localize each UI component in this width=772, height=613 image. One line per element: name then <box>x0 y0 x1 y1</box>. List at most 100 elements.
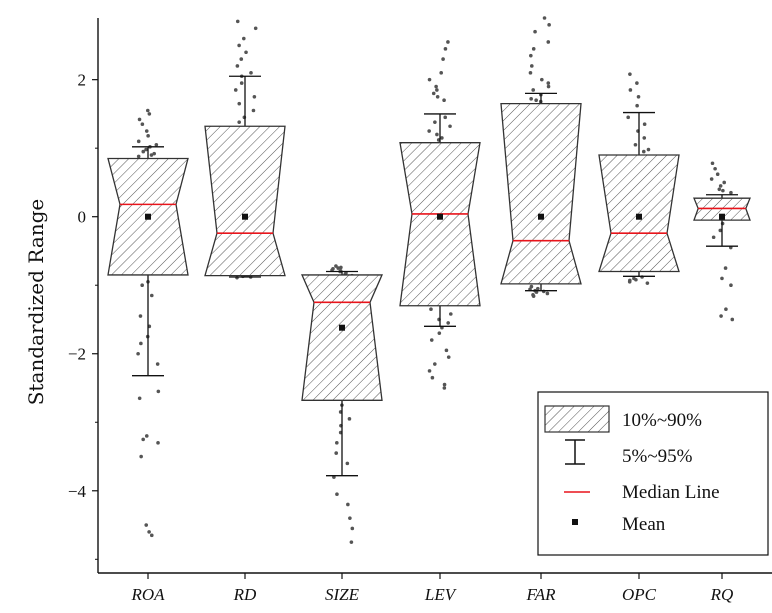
box-far <box>500 92 582 292</box>
data-point <box>335 492 339 497</box>
data-point <box>339 265 343 270</box>
data-point <box>146 134 150 138</box>
data-point <box>442 386 447 390</box>
category-labels: ROA RD SIZE LEV FAR OPC RQ <box>130 573 733 604</box>
data-point <box>147 530 151 534</box>
data-point <box>545 291 550 296</box>
data-point <box>251 108 256 113</box>
data-point <box>534 98 538 103</box>
data-point <box>145 108 150 113</box>
category-label: OPC <box>622 585 657 604</box>
data-point <box>429 338 434 342</box>
data-point <box>729 283 733 288</box>
data-point <box>136 154 141 159</box>
y-tick-label: 0 <box>78 208 87 227</box>
data-point <box>237 120 241 124</box>
data-point <box>149 533 154 538</box>
mean-marker <box>636 213 642 220</box>
data-point <box>152 151 156 156</box>
data-point <box>136 139 141 144</box>
data-point <box>144 147 148 152</box>
data-point <box>155 362 160 366</box>
data-point <box>347 417 352 421</box>
data-point <box>448 124 452 129</box>
data-point <box>723 266 728 270</box>
data-point <box>444 348 449 353</box>
data-point <box>529 284 534 289</box>
data-point <box>349 540 354 544</box>
y-tick-label: −2 <box>68 345 86 364</box>
data-point <box>427 129 431 133</box>
data-point <box>144 523 149 527</box>
data-point <box>139 341 143 346</box>
y-ticks: 2 0 −2 −4 <box>68 71 98 560</box>
boxes <box>107 75 751 477</box>
data-point <box>350 526 355 531</box>
data-point <box>137 396 142 401</box>
data-point <box>147 112 152 116</box>
data-point <box>542 16 547 20</box>
data-point <box>237 43 241 48</box>
data-point <box>730 317 735 322</box>
box-body <box>204 125 286 277</box>
data-point <box>140 283 144 288</box>
data-point <box>546 84 551 89</box>
data-point <box>442 98 446 103</box>
data-point <box>239 81 244 85</box>
legend-whisker-symbol <box>565 439 585 465</box>
data-point <box>430 375 435 380</box>
data-point <box>722 180 727 185</box>
data-point <box>721 188 725 193</box>
mean-marker <box>145 213 151 220</box>
data-point <box>334 451 339 455</box>
data-point <box>724 307 728 312</box>
data-point <box>719 314 723 318</box>
data-point <box>244 50 248 55</box>
data-point <box>435 94 440 99</box>
legend-mean-symbol <box>572 519 578 525</box>
data-point <box>435 88 439 92</box>
data-point <box>446 40 450 44</box>
legend-box-label: 10%~90% <box>622 410 702 431</box>
data-point <box>718 184 723 188</box>
mean-marker <box>339 324 345 331</box>
data-point <box>645 281 650 285</box>
data-point <box>531 294 536 298</box>
data-point <box>235 64 240 68</box>
data-point <box>709 177 714 181</box>
data-point <box>446 355 451 359</box>
box-rd <box>204 75 286 278</box>
data-point <box>628 278 632 283</box>
y-tick-label: 2 <box>78 71 87 90</box>
data-point <box>336 266 340 270</box>
data-point <box>433 362 437 366</box>
data-point <box>531 47 536 51</box>
y-axis-label: Standardized Range <box>24 199 48 406</box>
data-point <box>156 441 160 445</box>
data-point <box>633 142 638 147</box>
data-point <box>252 94 257 99</box>
data-point <box>628 88 633 92</box>
data-point <box>718 228 723 233</box>
legend-median-label: Median Line <box>622 482 720 503</box>
data-point <box>642 122 647 127</box>
legend-whisker-label: 5%~95% <box>622 446 693 467</box>
box-rq <box>693 194 751 247</box>
category-label: LEV <box>424 585 458 604</box>
data-point <box>635 103 639 108</box>
category-label: ROA <box>130 585 165 604</box>
data-point <box>249 71 253 75</box>
data-point <box>528 71 533 75</box>
category-label: RD <box>233 585 257 604</box>
data-point <box>136 351 140 356</box>
box-lev <box>399 113 481 327</box>
mean-marker <box>437 213 443 220</box>
box-body <box>399 142 481 307</box>
mean-marker <box>538 213 544 220</box>
data-point <box>536 286 540 291</box>
data-point <box>235 19 240 24</box>
data-point <box>713 166 717 171</box>
data-point <box>636 94 641 99</box>
data-point <box>239 57 244 61</box>
